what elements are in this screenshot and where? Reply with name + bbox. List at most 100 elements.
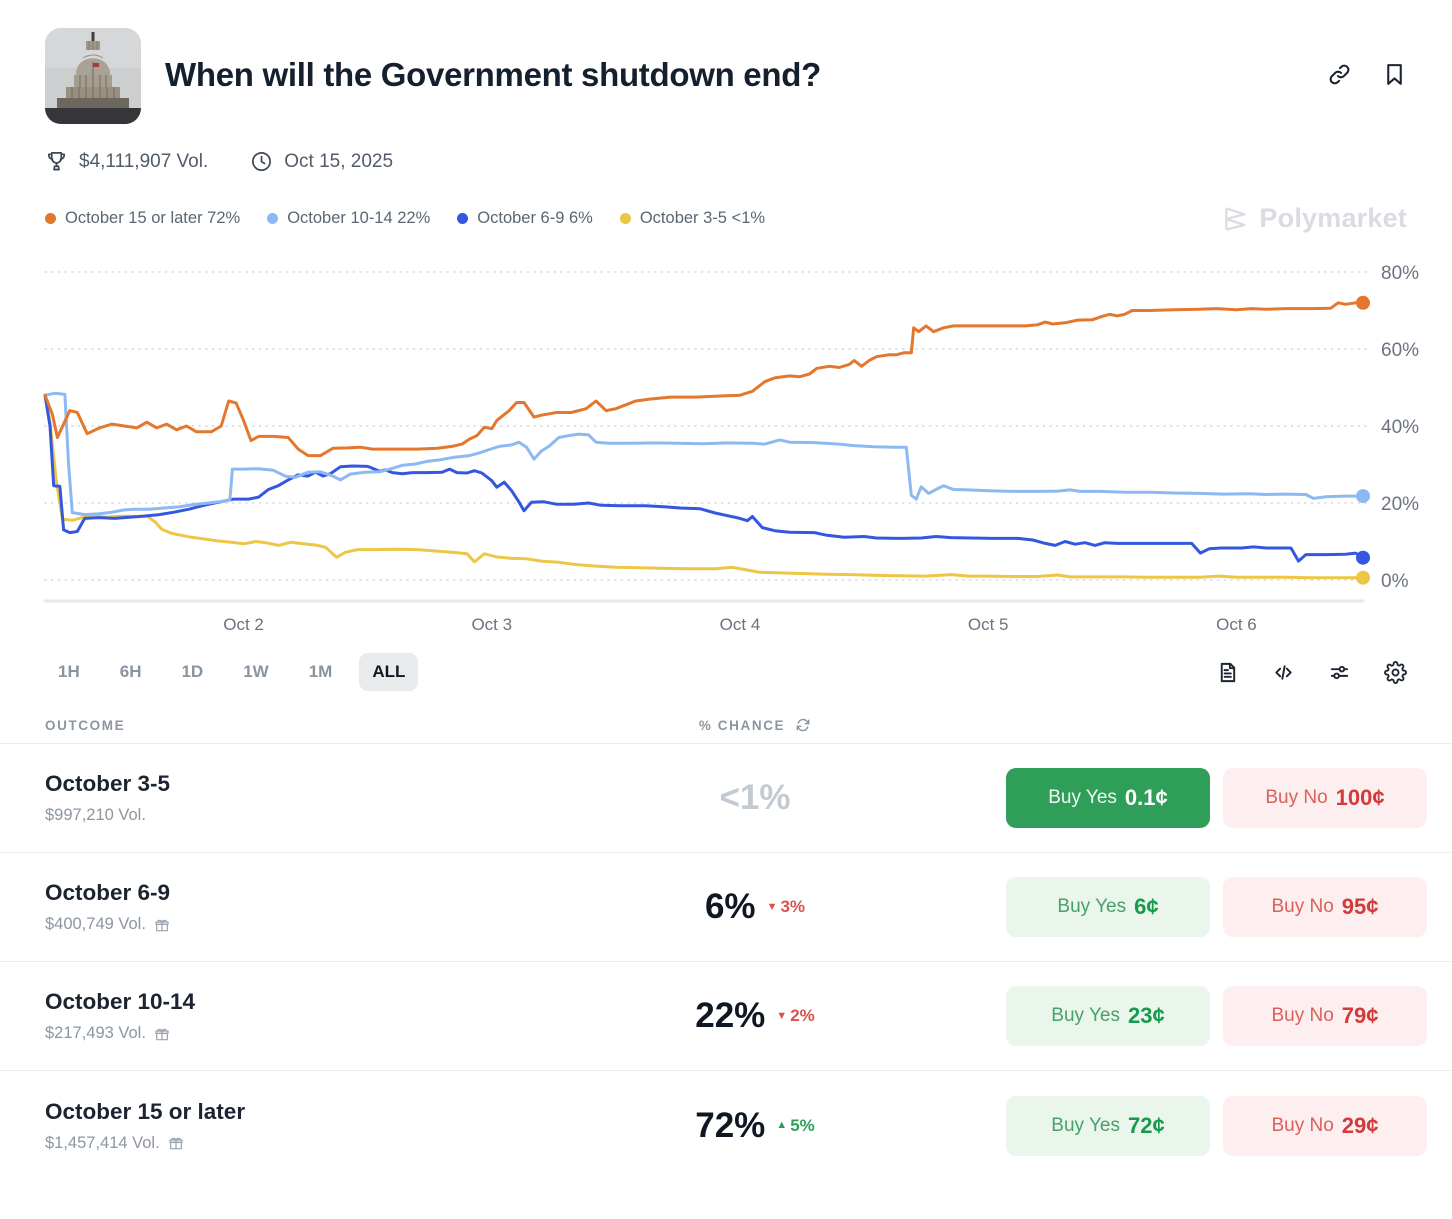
gift-icon <box>169 1137 183 1150</box>
svg-text:40%: 40% <box>1381 417 1419 438</box>
legend-dot <box>267 213 279 224</box>
outcome-volume-text: $997,210 Vol. <box>45 806 146 824</box>
outcome-actions: Buy Yes 23¢ Buy No 79¢ <box>1006 986 1427 1046</box>
buy-yes-label: Buy Yes <box>1051 1005 1120 1026</box>
price-chart[interactable]: 80% 60% 40% 20% 0% Oct 2 Oct 3 Oct 4 Oct 5 Oct 6 <box>0 234 1452 639</box>
end-date-meta: Oct 15, 2025 <box>250 150 393 173</box>
buy-no-price: 100¢ <box>1335 785 1385 810</box>
chart-gridlines: 80% 60% 40% 20% 0% <box>44 263 1419 592</box>
chance-change-value: 3% <box>780 897 806 916</box>
code-embed-icon[interactable] <box>1272 661 1295 684</box>
outcome-info: October 3-5 $997,210 Vol. <box>45 771 605 825</box>
buy-no-button[interactable]: Buy No 29¢ <box>1223 1095 1427 1156</box>
watermark-text: Polymarket <box>1259 203 1407 233</box>
series-line <box>43 393 1365 563</box>
end-date-text: Oct 15, 2025 <box>284 150 394 172</box>
series-end-dot <box>1356 550 1370 565</box>
buy-no-button[interactable]: Buy No 100¢ <box>1223 768 1427 828</box>
range-button-all[interactable]: ALL <box>359 653 419 691</box>
range-button-6h[interactable]: 6H <box>107 653 155 691</box>
outcome-row: October 15 or later $1,457,414 Vol. 72% ▲ 5%… <box>0 1071 1452 1180</box>
series-line <box>43 301 1365 458</box>
gift-icon <box>155 1028 169 1040</box>
range-button-1m[interactable]: 1M <box>296 653 346 691</box>
buy-no-button[interactable]: Buy No 95¢ <box>1223 877 1427 937</box>
outcome-actions: Buy Yes 6¢ Buy No 95¢ <box>1006 877 1427 937</box>
header-actions <box>1327 62 1407 87</box>
legend-row: October 15 or later 72% October 10-14 22%… <box>0 173 1452 234</box>
buy-yes-button[interactable]: Buy Yes 6¢ <box>1006 877 1210 937</box>
chart-area: 80% 60% 40% 20% 0% Oct 2 Oct 3 Oct 4 Oct 5 Oct 6 <box>0 234 1452 639</box>
buy-yes-button[interactable]: Buy Yes 72¢ <box>1006 1095 1210 1156</box>
trophy-icon <box>47 152 66 171</box>
chance-change-down: ▼ 2% <box>776 1006 814 1026</box>
volume-text: $4,111,907 Vol. <box>79 150 209 172</box>
outcome-volume-text: $400,749 Vol. <box>45 915 146 933</box>
header: When will the Government shutdown end? <box>0 0 1452 124</box>
clock-icon <box>252 152 272 171</box>
buy-yes-button[interactable]: Buy Yes 23¢ <box>1006 986 1210 1046</box>
legend-dot <box>457 213 469 224</box>
buy-no-label: Buy No <box>1271 896 1334 917</box>
range-button-1w[interactable]: 1W <box>230 653 282 691</box>
range-button-1d[interactable]: 1D <box>168 653 216 691</box>
svg-text:60%: 60% <box>1381 340 1419 361</box>
svg-text:Oct 5: Oct 5 <box>968 615 1009 634</box>
outcome-row: October 10-14 $217,493 Vol. 22% ▼ 2% Buy Yes … <box>0 962 1452 1071</box>
refresh-icon[interactable] <box>795 717 811 733</box>
buy-yes-label: Buy Yes <box>1057 896 1127 917</box>
legend-label: October 15 or later 72% <box>65 209 241 227</box>
chance-change-value: 5% <box>790 1115 815 1135</box>
buy-yes-price: 0.1¢ <box>1124 785 1168 810</box>
buy-no-price: 95¢ <box>1341 894 1379 919</box>
chance-column-header: % CHANCE <box>605 717 905 733</box>
svg-text:Oct 4: Oct 4 <box>720 615 761 634</box>
buy-no-label: Buy No <box>1271 1005 1334 1026</box>
outcome-volume-text: $217,493 Vol. <box>45 1024 146 1042</box>
settings-gear-icon[interactable] <box>1384 660 1407 684</box>
outcome-chance: 6% ▼ 3% <box>605 887 905 927</box>
copy-link-icon[interactable] <box>1327 62 1352 87</box>
chart-x-axis: Oct 2 Oct 3 Oct 4 Oct 5 Oct 6 <box>43 599 1365 634</box>
chance-change-down: ▼ 3% <box>767 897 805 917</box>
outcome-table-header: OUTCOME % CHANCE <box>0 691 1452 744</box>
series-end-dot <box>1356 295 1370 310</box>
series-line <box>43 391 1365 517</box>
time-range-selector: 1H 6H 1D 1W 1M ALL <box>45 653 419 691</box>
legend-label: October 3-5 <1% <box>639 209 766 227</box>
outcome-chance: 22% ▼ 2% <box>605 996 905 1036</box>
legend-dot <box>619 213 631 224</box>
legend-item: October 3-5 <1% <box>619 209 766 228</box>
buy-no-price: 29¢ <box>1341 1112 1379 1138</box>
buy-no-price: 79¢ <box>1341 1003 1379 1028</box>
buy-yes-button[interactable]: Buy Yes 0.1¢ <box>1006 768 1210 828</box>
range-button-1h[interactable]: 1H <box>45 653 93 691</box>
svg-text:Oct 3: Oct 3 <box>471 615 512 634</box>
bookmark-icon[interactable] <box>1382 62 1407 87</box>
page-title: When will the Government shutdown end? <box>165 56 821 93</box>
svg-text:80%: 80% <box>1381 263 1419 284</box>
order-book-icon[interactable] <box>1216 661 1239 684</box>
series-line <box>43 393 1365 580</box>
legend-label: October 10-14 22% <box>287 209 431 227</box>
chance-change-up: ▲ 5% <box>776 1116 814 1136</box>
legend-item: October 15 or later 72% <box>45 209 240 228</box>
outcome-row: October 6-9 $400,749 Vol. 6% ▼ 3% Buy Yes 6¢ B… <box>0 853 1452 962</box>
legend-label: October 6-9 6% <box>477 209 593 227</box>
buy-no-button[interactable]: Buy No 79¢ <box>1223 986 1427 1046</box>
polymarket-logo-icon <box>1225 206 1246 231</box>
svg-text:Oct 2: Oct 2 <box>223 615 264 634</box>
chance-change-value: 2% <box>790 1006 815 1025</box>
legend-item: October 10-14 22% <box>267 209 430 228</box>
outcome-actions: Buy Yes 72¢ Buy No 29¢ <box>1006 1095 1427 1156</box>
series-end-dot <box>1356 570 1370 585</box>
buy-yes-label: Buy Yes <box>1051 1114 1120 1136</box>
outcome-chance: <1% <box>605 778 905 818</box>
buy-yes-price: 72¢ <box>1127 1112 1165 1138</box>
outcome-table: October 3-5 $997,210 Vol. <1% Buy Yes 0.1¢ B… <box>0 744 1452 1180</box>
outcome-volume: $997,210 Vol. <box>45 806 605 825</box>
filter-sliders-icon[interactable] <box>1328 661 1351 684</box>
chance-value: <1% <box>719 778 791 817</box>
outcome-info: October 15 or later $1,457,414 Vol. <box>45 1099 605 1153</box>
